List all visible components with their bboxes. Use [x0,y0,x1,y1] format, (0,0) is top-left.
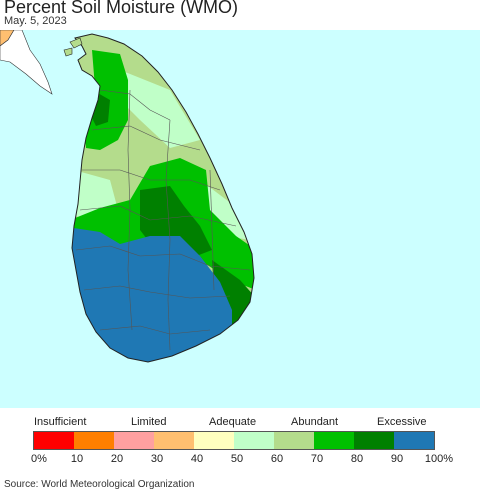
legend-tick: 0% [31,453,47,465]
map-title: Percent Soil Moisture (WMO) [4,0,239,17]
moisture-zones [72,34,254,362]
legend-tick: 80 [350,453,364,465]
legend-label-limited: Limited [131,416,167,428]
ocean [0,30,480,408]
district-borders [75,89,251,351]
legend-tick: 20 [110,453,124,465]
india-land [0,30,53,95]
legend-label-abundant: Abundant [291,416,339,428]
legend-swatch-40-50 [194,432,234,449]
legend-swatch-70-80 [314,432,354,449]
legend-swatch-30-40 [154,432,194,449]
legend-label-insufficient: Insufficient [34,416,87,428]
soil-moisture-map [0,30,480,408]
legend-tick: 90 [390,453,404,465]
legend-ticks: 0% 10 20 30 40 50 60 70 80 90 100% [0,453,480,467]
jaffna-islets [63,37,83,57]
legend-label-excessive: Excessive [377,416,427,428]
legend-tick: 50 [230,453,244,465]
legend-swatch-90-100 [394,432,434,449]
legend-color-bar [33,431,435,450]
legend-tick: 70 [310,453,324,465]
source-credit: Source: World Meteorological Organizatio… [4,479,195,490]
legend-swatch-10-20 [74,432,114,449]
legend-tick: 40 [190,453,204,465]
legend-tick: 60 [270,453,284,465]
legend-tick: 100% [424,453,454,465]
legend-tick: 10 [70,453,84,465]
legend-swatch-0-10 [34,432,74,449]
legend-swatch-20-30 [114,432,154,449]
legend-label-adequate: Adequate [209,416,257,428]
map-date: May. 5, 2023 [4,15,67,27]
legend-swatch-50-60 [234,432,274,449]
legend-tick: 30 [150,453,164,465]
legend-swatch-60-70 [274,432,314,449]
legend-swatch-80-90 [354,432,394,449]
island-outline [71,33,255,363]
